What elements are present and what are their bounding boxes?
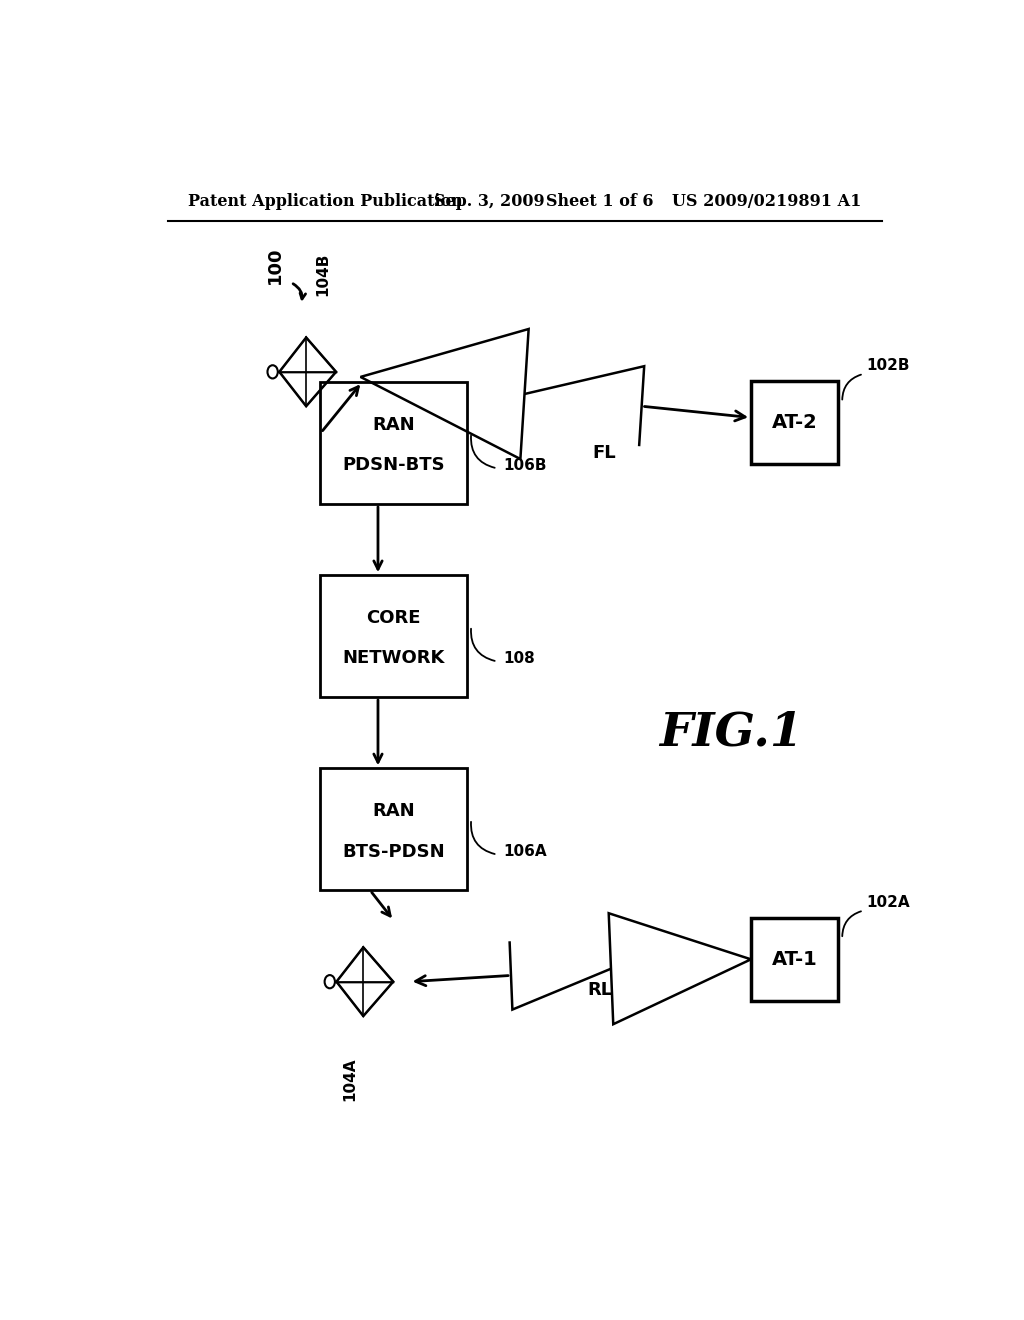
Text: PDSN-BTS: PDSN-BTS bbox=[343, 457, 445, 474]
Text: 100: 100 bbox=[266, 247, 284, 284]
Text: US 2009/0219891 A1: US 2009/0219891 A1 bbox=[672, 193, 861, 210]
Text: 108: 108 bbox=[504, 651, 536, 667]
Text: NETWORK: NETWORK bbox=[343, 649, 445, 668]
Text: FIG.1: FIG.1 bbox=[659, 710, 803, 755]
Text: 104B: 104B bbox=[315, 252, 331, 296]
Bar bbox=[751, 381, 839, 465]
Bar bbox=[751, 917, 839, 1001]
Text: 104A: 104A bbox=[343, 1057, 357, 1101]
Text: CORE: CORE bbox=[367, 609, 421, 627]
Text: 102A: 102A bbox=[866, 895, 909, 909]
Text: RAN: RAN bbox=[373, 803, 415, 820]
Text: RAN: RAN bbox=[373, 416, 415, 434]
Bar bbox=[321, 381, 467, 504]
Text: 106A: 106A bbox=[504, 843, 548, 859]
Text: Patent Application Publication: Patent Application Publication bbox=[187, 193, 462, 210]
Text: AT-1: AT-1 bbox=[772, 950, 817, 969]
Text: 102B: 102B bbox=[866, 358, 909, 374]
Bar bbox=[321, 768, 467, 890]
Text: Sep. 3, 2009: Sep. 3, 2009 bbox=[433, 193, 544, 210]
Text: FL: FL bbox=[592, 444, 616, 462]
Text: AT-2: AT-2 bbox=[772, 413, 817, 432]
Text: BTS-PDSN: BTS-PDSN bbox=[343, 842, 445, 861]
Text: Sheet 1 of 6: Sheet 1 of 6 bbox=[546, 193, 653, 210]
Bar bbox=[321, 576, 467, 697]
Text: 106B: 106B bbox=[504, 458, 547, 473]
Text: RL: RL bbox=[588, 981, 612, 999]
